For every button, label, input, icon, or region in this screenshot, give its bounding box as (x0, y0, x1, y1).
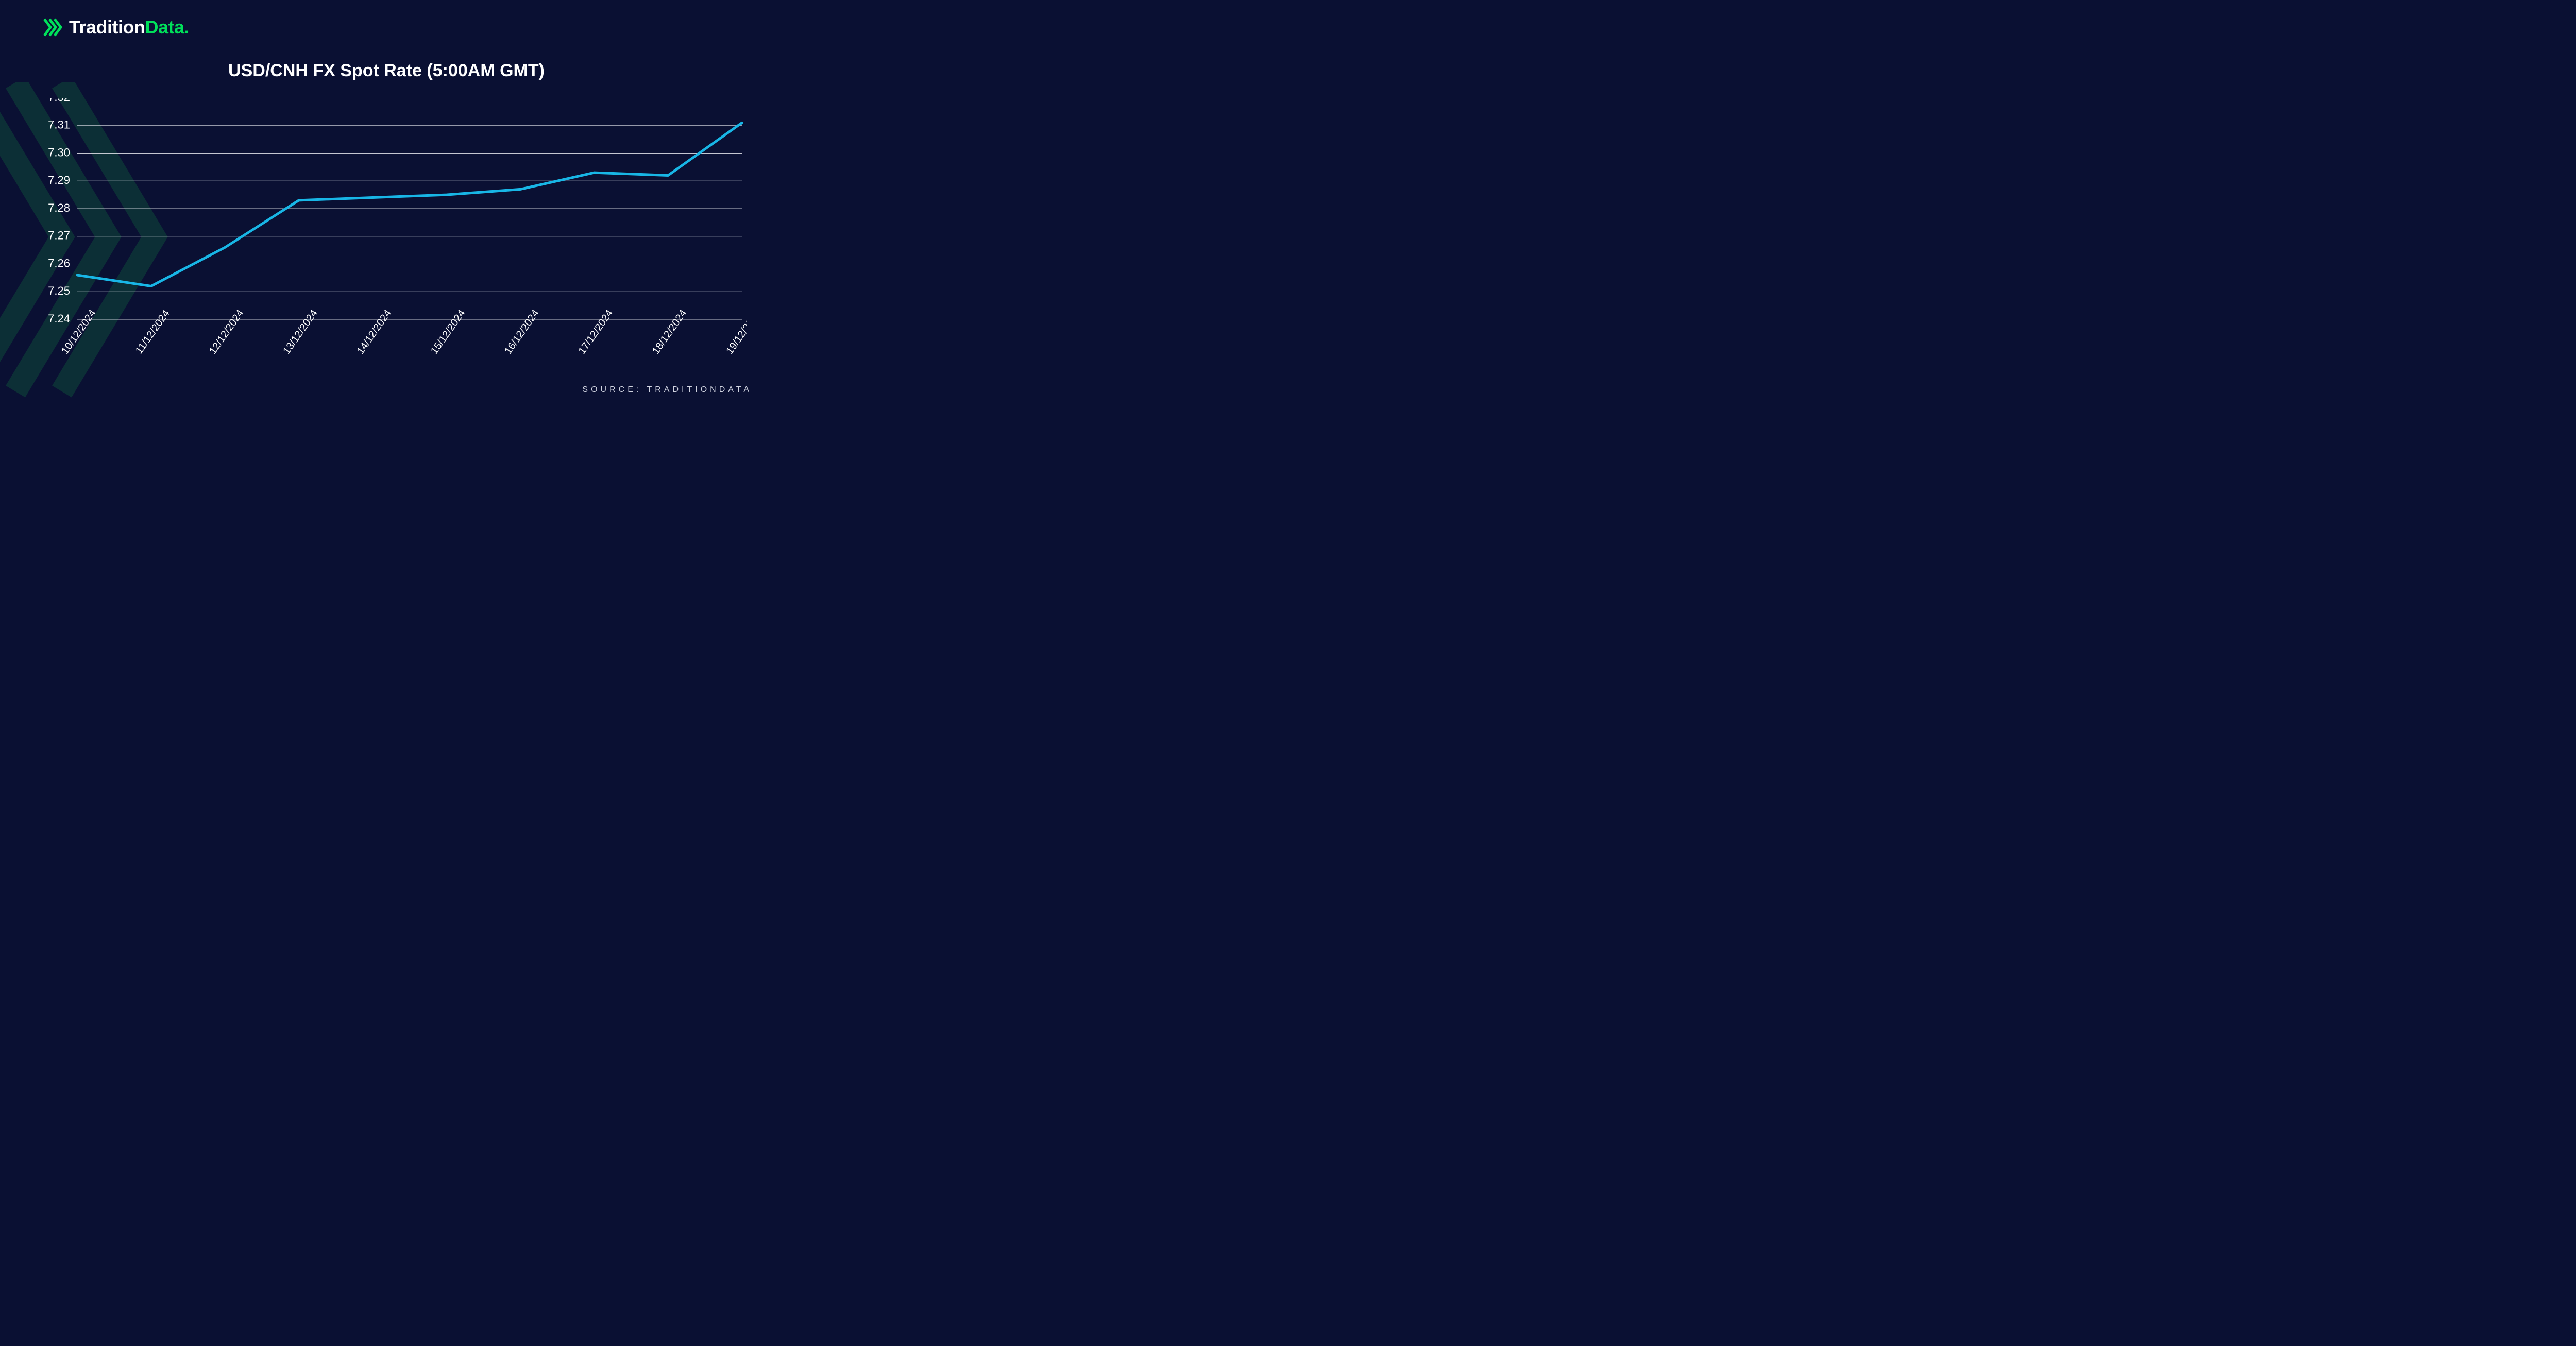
y-axis-labels: 7.24 7.25 7.26 7.27 7.28 7.29 7.30 7.31 7.32 (48, 98, 70, 325)
svg-text:7.29: 7.29 (48, 174, 70, 186)
svg-text:7.26: 7.26 (48, 257, 70, 269)
svg-text:18/12/2024: 18/12/2024 (650, 308, 689, 356)
brand-icon (41, 17, 62, 38)
svg-text:7.30: 7.30 (48, 146, 70, 159)
brand-wordmark: TraditionData. (69, 16, 189, 38)
brand-name-white: Tradition (69, 16, 145, 38)
svg-text:12/12/2024: 12/12/2024 (207, 308, 246, 356)
svg-text:11/12/2024: 11/12/2024 (133, 308, 172, 356)
svg-text:7.24: 7.24 (48, 312, 70, 325)
svg-text:14/12/2024: 14/12/2024 (355, 308, 394, 356)
brand-name-accent: Data. (145, 16, 190, 38)
gridlines (77, 98, 742, 319)
x-axis-labels: 10/12/202411/12/202412/12/202413/12/2024… (59, 308, 747, 356)
line-chart: 7.247.257.267.277.287.297.307.317.32 10/… (46, 98, 747, 397)
svg-text:7.25: 7.25 (48, 284, 70, 297)
svg-text:7.27: 7.27 (48, 229, 70, 242)
series-line (77, 123, 742, 286)
svg-text:15/12/2024: 15/12/2024 (429, 308, 467, 356)
svg-text:7.32: 7.32 (48, 98, 70, 104)
chart-title: USD/CNH FX Spot Rate (5:00AM GMT) (0, 61, 773, 81)
source-attribution: SOURCE: TRADITIONDATA (582, 385, 752, 395)
svg-text:16/12/2024: 16/12/2024 (502, 308, 541, 356)
svg-text:7.31: 7.31 (48, 118, 70, 131)
brand-logo: TraditionData. (41, 16, 189, 38)
svg-text:13/12/2024: 13/12/2024 (281, 308, 319, 356)
svg-text:19/12/2024: 19/12/2024 (724, 308, 747, 356)
svg-text:7.28: 7.28 (48, 201, 70, 214)
svg-text:17/12/2024: 17/12/2024 (577, 308, 615, 356)
